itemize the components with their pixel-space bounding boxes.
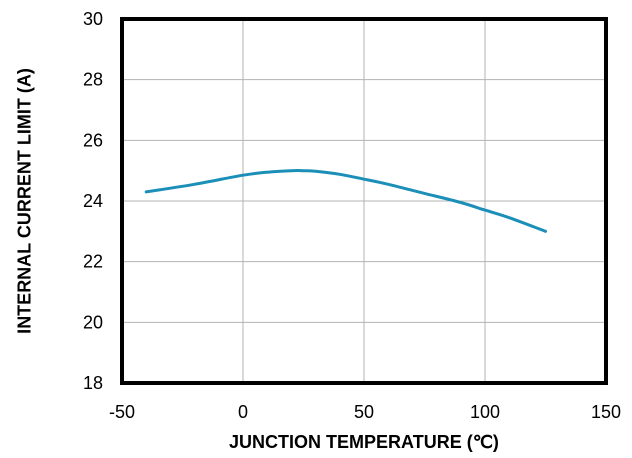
- y-axis-title: INTERNAL CURRENT LIMIT (A): [14, 68, 34, 334]
- grid-lines: [122, 19, 606, 383]
- y-tick-label: 24: [83, 191, 103, 211]
- y-tick-label: 28: [83, 70, 103, 90]
- x-tick-label: 100: [470, 402, 500, 422]
- y-tick-label: 20: [83, 312, 103, 332]
- x-tick-labels: -50 0 50 100 150: [109, 402, 621, 422]
- y-tick-labels: 18 20 22 24 26 28 30: [83, 9, 103, 393]
- series-line-0: [144, 169, 547, 233]
- series-layer: [144, 169, 547, 233]
- plot-frame: [120, 17, 608, 385]
- y-tick-label: 26: [83, 130, 103, 150]
- y-tick-label: 22: [83, 252, 103, 272]
- x-tick-label: 0: [238, 402, 248, 422]
- x-axis-title: JUNCTION TEMPERATURE (℃): [229, 432, 499, 452]
- y-tick-label: 30: [83, 9, 103, 29]
- y-tick-label: 18: [83, 373, 103, 393]
- x-tick-label: 150: [591, 402, 621, 422]
- x-tick-label: 50: [354, 402, 374, 422]
- x-tick-label: -50: [109, 402, 135, 422]
